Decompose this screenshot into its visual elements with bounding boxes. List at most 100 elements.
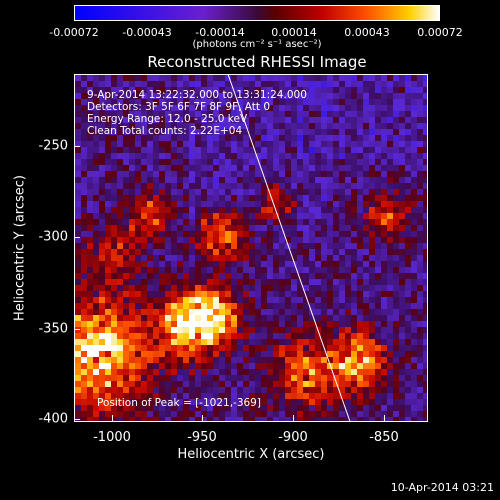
heatmap-cell	[375, 207, 381, 213]
heatmap-cell	[303, 255, 309, 261]
heatmap-cell	[417, 369, 423, 375]
heatmap-cell	[255, 153, 261, 159]
heatmap-cell	[321, 87, 327, 93]
heatmap-cell	[363, 345, 369, 351]
heatmap-cell	[219, 189, 225, 195]
heatmap-cell	[141, 279, 147, 285]
heatmap-cell	[105, 183, 111, 189]
heatmap-cell	[327, 387, 333, 393]
heatmap-cell	[315, 159, 321, 165]
heatmap-cell	[291, 123, 297, 129]
heatmap-cell	[399, 213, 405, 219]
heatmap-cell	[345, 387, 351, 393]
heatmap-cell	[327, 99, 333, 105]
heatmap-cell	[381, 333, 387, 339]
heatmap-cell	[201, 315, 207, 321]
heatmap-cell	[231, 387, 237, 393]
heatmap-cell	[363, 147, 369, 153]
heatmap-cell	[177, 231, 183, 237]
heatmap-cell	[243, 255, 249, 261]
heatmap-cell	[129, 165, 135, 171]
heatmap-cell	[261, 117, 267, 123]
info-text: 9-Apr-2014 13:22:32.000 to 13:31:24.000 …	[87, 89, 307, 137]
heatmap-cell	[255, 99, 261, 105]
heatmap-cell	[357, 183, 363, 189]
heatmap-cell	[159, 297, 165, 303]
heatmap-cell	[237, 315, 243, 321]
heatmap-cell	[369, 195, 375, 201]
heatmap-cell	[387, 369, 393, 375]
heatmap-cell	[423, 93, 427, 99]
heatmap-cell	[381, 357, 387, 363]
heatmap-cell	[297, 411, 303, 417]
heatmap-cell	[351, 81, 357, 87]
heatmap-cell	[261, 135, 267, 141]
heatmap-cell	[189, 201, 195, 207]
heatmap-cell	[147, 291, 153, 297]
heatmap-cell	[171, 411, 177, 417]
heatmap-cell	[249, 153, 255, 159]
heatmap-cell	[213, 159, 219, 165]
heatmap-cell	[225, 285, 231, 291]
heatmap-cell	[393, 159, 399, 165]
heatmap-cell	[411, 87, 417, 93]
heatmap-cell	[393, 141, 399, 147]
heatmap-cell	[321, 147, 327, 153]
heatmap-cell	[81, 159, 87, 165]
heatmap-cell	[393, 177, 399, 183]
heatmap-cell	[189, 393, 195, 399]
heatmap-cell	[333, 159, 339, 165]
heatmap-cell	[381, 135, 387, 141]
heatmap-cell	[225, 327, 231, 333]
heatmap-cell	[135, 159, 141, 165]
heatmap-cell	[135, 237, 141, 243]
heatmap-cell	[81, 81, 87, 87]
heatmap-cell	[405, 75, 411, 81]
heatmap-cell	[381, 195, 387, 201]
heatmap-cell	[225, 93, 231, 99]
heatmap-cell	[147, 147, 153, 153]
heatmap-cell	[339, 165, 345, 171]
heatmap-cell	[333, 369, 339, 375]
heatmap-cell	[111, 171, 117, 177]
heatmap-cell	[195, 369, 201, 375]
heatmap-cell	[303, 387, 309, 393]
heatmap-cell	[81, 393, 87, 399]
heatmap-cell	[129, 183, 135, 189]
heatmap-cell	[297, 213, 303, 219]
heatmap-cell	[411, 315, 417, 321]
heatmap-cell	[201, 351, 207, 357]
heatmap-cell	[363, 297, 369, 303]
heatmap-cell	[351, 381, 357, 387]
heatmap-cell	[297, 99, 303, 105]
heatmap-cell	[393, 345, 399, 351]
heatmap-cell	[405, 93, 411, 99]
heatmap-cell	[399, 417, 405, 421]
heatmap-cell	[363, 153, 369, 159]
heatmap-cell	[291, 279, 297, 285]
heatmap-cell	[129, 255, 135, 261]
heatmap-cell	[105, 333, 111, 339]
heatmap-cell	[393, 375, 399, 381]
heatmap-cell	[279, 375, 285, 381]
heatmap-cell	[339, 105, 345, 111]
heatmap-cell	[111, 417, 117, 421]
heatmap-cell	[327, 249, 333, 255]
heatmap-cell	[369, 411, 375, 417]
heatmap-cell	[351, 357, 357, 363]
heatmap-cell	[423, 417, 427, 421]
heatmap-cell	[363, 99, 369, 105]
heatmap-cell	[393, 249, 399, 255]
heatmap-cell	[321, 183, 327, 189]
heatmap-cell	[309, 117, 315, 123]
heatmap-cell	[237, 405, 243, 411]
heatmap-cell	[135, 327, 141, 333]
heatmap-cell	[207, 309, 213, 315]
heatmap-cell	[123, 93, 129, 99]
heatmap-cell	[177, 219, 183, 225]
heatmap-cell	[309, 417, 315, 421]
heatmap-cell	[327, 333, 333, 339]
heatmap-cell	[303, 129, 309, 135]
heatmap-cell	[237, 273, 243, 279]
heatmap-cell	[111, 195, 117, 201]
